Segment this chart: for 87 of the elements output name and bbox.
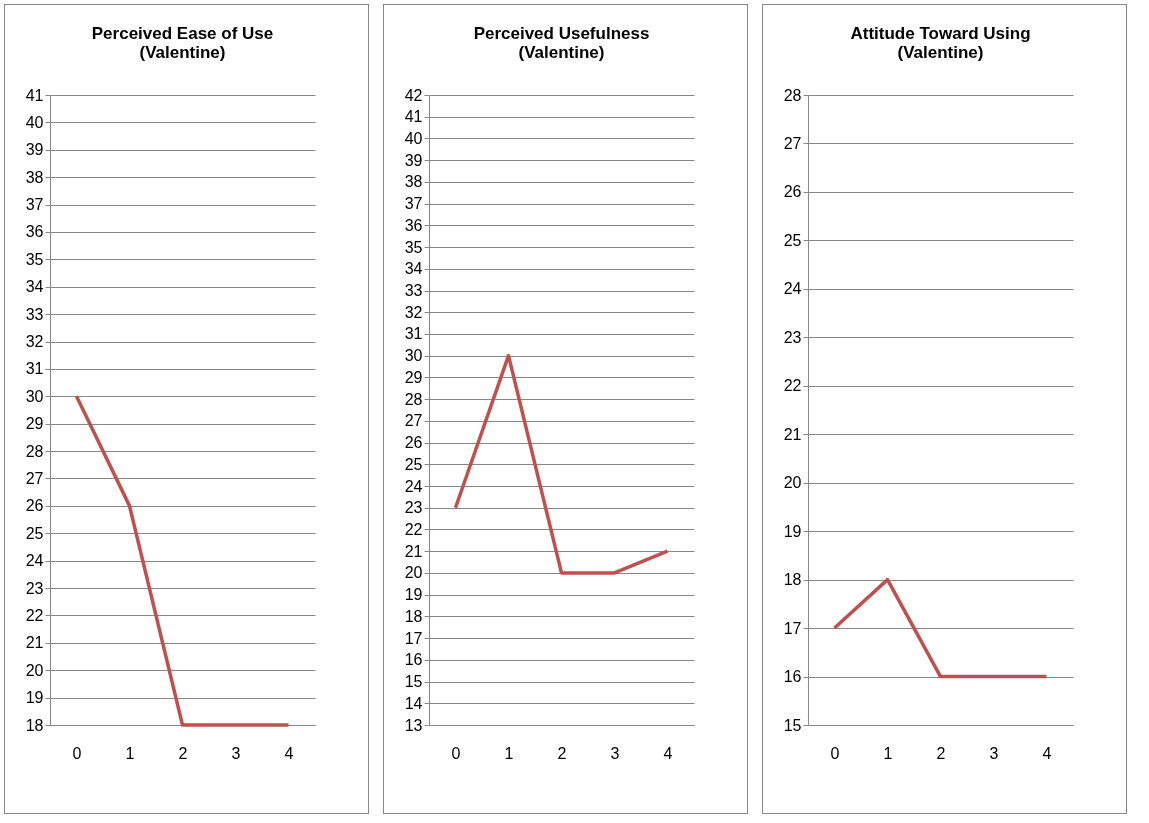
y-tick-label: 28: [783, 86, 802, 104]
x-tick-label: 0: [830, 744, 840, 762]
y-tick-label: 40: [25, 113, 44, 131]
y-tick-label: 16: [404, 651, 423, 669]
y-tick-label: 31: [25, 360, 44, 378]
y-tick-label: 22: [783, 377, 802, 395]
x-tick-label: 1: [883, 744, 893, 762]
y-tick-label: 30: [25, 387, 44, 405]
y-tick-label: 28: [404, 390, 423, 408]
y-tick-label: 38: [404, 173, 423, 191]
y-tick-label: 17: [783, 619, 802, 637]
y-tick-label: 39: [25, 141, 44, 159]
y-tick-label: 24: [25, 552, 44, 570]
y-tick-label: 16: [783, 668, 802, 686]
y-tick-label: 39: [404, 151, 423, 169]
chart-title: Perceived Ease of Use (Valentine): [91, 24, 274, 62]
y-tick-label: 37: [404, 195, 423, 213]
y-tick-label: 23: [25, 579, 44, 597]
y-tick-label: 35: [404, 238, 423, 256]
x-tick-label: 0: [72, 744, 82, 762]
y-tick-label: 32: [25, 333, 44, 351]
y-tick-label: 26: [25, 497, 44, 515]
y-tick-label: 18: [783, 571, 802, 589]
y-tick-label: 30: [404, 347, 423, 365]
x-tick-label: 3: [231, 744, 241, 762]
y-tick-label: 15: [404, 673, 423, 691]
x-tick-label: 2: [936, 744, 946, 762]
x-tick-label: 2: [178, 744, 188, 762]
y-tick-label: 40: [404, 129, 423, 147]
y-tick-label: 14: [404, 694, 423, 712]
x-tick-label: 3: [610, 744, 620, 762]
y-tick-label: 42: [404, 86, 423, 104]
chart-title: Attitude Toward Using (Valentine): [850, 24, 1031, 62]
y-tick-label: 18: [25, 716, 44, 734]
y-tick-label: 25: [404, 455, 423, 473]
y-tick-label: 19: [404, 586, 423, 604]
y-tick-label: 26: [783, 183, 802, 201]
y-tick-label: 21: [25, 634, 44, 652]
y-tick-label: 27: [783, 134, 802, 152]
y-tick-label: 20: [783, 474, 802, 492]
y-tick-label: 38: [25, 168, 44, 186]
y-tick-label: 24: [783, 280, 802, 298]
x-tick-label: 1: [125, 744, 135, 762]
x-tick-label: 1: [504, 744, 514, 762]
y-tick-label: 33: [25, 305, 44, 323]
y-tick-label: 20: [25, 661, 44, 679]
y-tick-label: 21: [404, 542, 423, 560]
y-tick-label: 25: [783, 231, 802, 249]
y-tick-label: 13: [404, 716, 423, 734]
y-tick-label: 18: [404, 607, 423, 625]
y-tick-label: 35: [25, 250, 44, 268]
x-tick-label: 4: [663, 744, 673, 762]
x-tick-label: 2: [557, 744, 567, 762]
y-tick-label: 31: [404, 325, 423, 343]
x-tick-label: 3: [989, 744, 999, 762]
y-tick-label: 29: [404, 368, 423, 386]
y-tick-label: 41: [25, 86, 44, 104]
x-tick-label: 0: [451, 744, 461, 762]
y-tick-label: 19: [783, 522, 802, 540]
y-tick-label: 29: [25, 415, 44, 433]
y-tick-label: 33: [404, 282, 423, 300]
y-tick-label: 27: [25, 469, 44, 487]
line-series: [453, 353, 670, 575]
y-tick-label: 34: [404, 260, 423, 278]
y-tick-label: 27: [404, 412, 423, 430]
chart-title: Perceived Usefulness (Valentine): [473, 24, 650, 62]
y-tick-label: 22: [25, 606, 44, 624]
y-tick-label: 36: [25, 223, 44, 241]
y-tick-label: 36: [404, 216, 423, 234]
y-tick-label: 37: [25, 196, 44, 214]
y-tick-label: 34: [25, 278, 44, 296]
y-tick-label: 19: [25, 689, 44, 707]
y-tick-label: 24: [404, 477, 423, 495]
y-tick-label: 23: [404, 499, 423, 517]
y-tick-label: 28: [25, 442, 44, 460]
y-tick-label: 32: [404, 303, 423, 321]
y-tick-label: 15: [783, 716, 802, 734]
y-tick-label: 20: [404, 564, 423, 582]
x-tick-label: 4: [284, 744, 294, 762]
y-tick-label: 25: [25, 524, 44, 542]
x-tick-label: 4: [1042, 744, 1052, 762]
y-tick-label: 41: [404, 108, 423, 126]
y-tick-label: 23: [783, 328, 802, 346]
y-tick-label: 26: [404, 434, 423, 452]
y-tick-label: 17: [404, 629, 423, 647]
y-tick-label: 21: [783, 425, 802, 443]
y-tick-label: 22: [404, 520, 423, 538]
